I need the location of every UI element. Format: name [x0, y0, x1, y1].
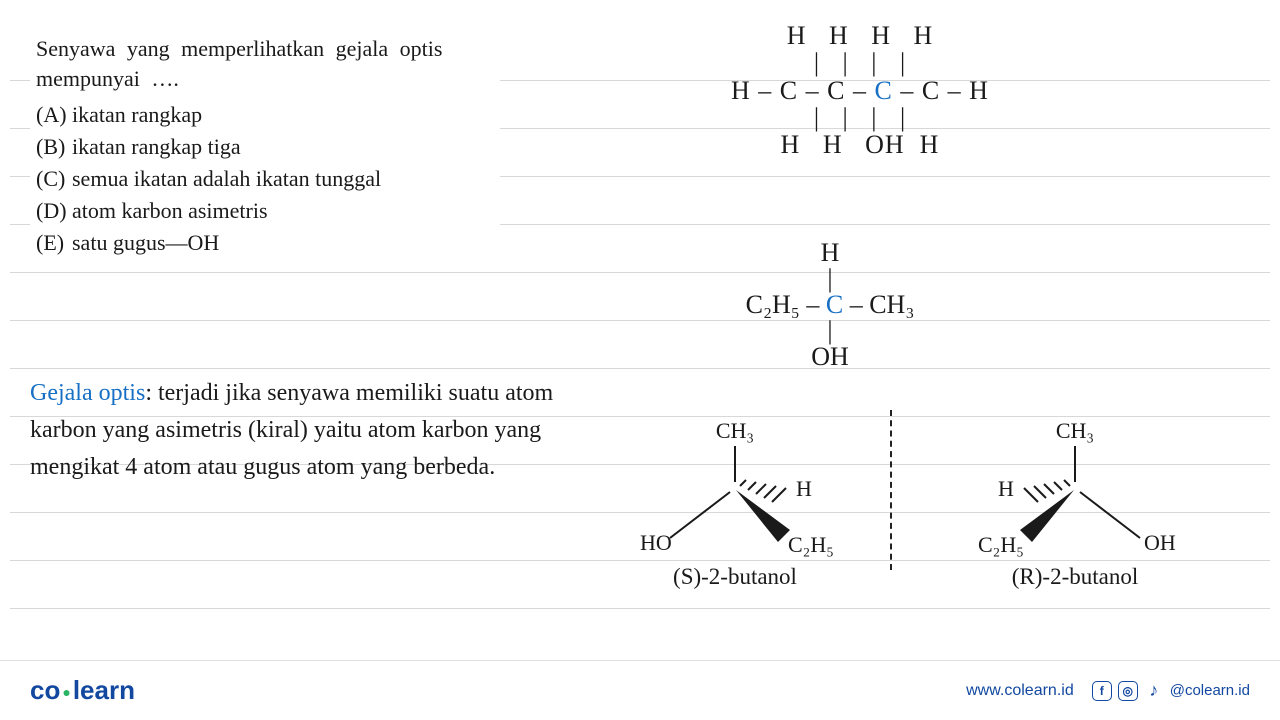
facebook-icon: f — [1092, 681, 1112, 701]
question-block: Senyawa yang memperlihatkan gejala optis… — [30, 30, 500, 263]
s-right-label: C₂H₅ — [788, 532, 834, 557]
question-prompt: Senyawa yang memperlihatkan gejala optis… — [36, 34, 494, 93]
structure-condensed: H | C₂H₅ – C – CH₃ | OH — [640, 240, 1020, 370]
option-letter: (D) — [36, 195, 72, 227]
footer-right: www.colearn.id f ◎ ♪ @colearn.id — [966, 681, 1250, 701]
option-text: ikatan rangkap tiga — [72, 131, 241, 163]
r-back-label: H — [998, 476, 1014, 501]
isomer-r-name: (R)-2-butanol — [930, 564, 1220, 590]
option-a: (A) ikatan rangkap — [36, 99, 494, 131]
logo-dot-icon: ● — [60, 684, 72, 700]
s-top-label: CH₃ — [716, 418, 754, 443]
enantiomer-pair: CH₃ H HO C₂H₅ (S)-2-butanol — [590, 410, 1230, 620]
brand-logo: co●learn — [30, 675, 135, 706]
tiktok-icon: ♪ — [1144, 681, 1164, 701]
mirror-line — [890, 410, 892, 570]
footer-url: www.colearn.id — [966, 682, 1074, 700]
struct2-b1: | — [640, 266, 1020, 292]
social-handle: @colearn.id — [1170, 682, 1250, 699]
isomer-s: CH₃ H HO C₂H₅ (S)-2-butanol — [590, 410, 880, 590]
option-e: (E) satu gugus—OH — [36, 227, 494, 259]
social-links: f ◎ ♪ @colearn.id — [1092, 681, 1250, 701]
struct2-b2: | — [640, 318, 1020, 344]
option-b: (B) ikatan rangkap tiga — [36, 131, 494, 163]
struct2-top: H — [640, 240, 1020, 266]
r-left-label: C₂H₅ — [978, 532, 1024, 557]
option-letter: (A) — [36, 99, 72, 131]
isomer-r-diagram: CH₃ H C₂H₅ OH — [930, 410, 1220, 560]
option-c: (C) semua ikatan adalah ikatan tunggal — [36, 163, 494, 195]
footer: co●learn www.colearn.id f ◎ ♪ @colearn.i… — [0, 660, 1280, 720]
option-text: ikatan rangkap — [72, 99, 202, 131]
struct1-bonds: | | | | — [670, 49, 1050, 76]
option-letter: (C) — [36, 163, 72, 195]
instagram-icon: ◎ — [1118, 681, 1138, 701]
struct1-top: H H H H — [670, 22, 1050, 49]
struct2-bottom: OH — [640, 344, 1020, 370]
struct1-bonds2: | | | | — [670, 104, 1050, 131]
explanation-text: Gejala optis: terjadi jika senyawa memil… — [30, 375, 590, 487]
struct1-bottom: H H OH H — [670, 131, 1050, 158]
structure-butanol-expanded: H H H H | | | | H – C – C – C – C – H | … — [670, 22, 1050, 158]
logo-left: co — [30, 675, 60, 705]
logo-right: learn — [73, 675, 135, 705]
option-text: atom karbon asimetris — [72, 195, 268, 227]
option-text: semua ikatan adalah ikatan tunggal — [72, 163, 381, 195]
option-letter: (E) — [36, 227, 72, 259]
isomer-s-diagram: CH₃ H HO C₂H₅ — [590, 410, 880, 560]
isomer-s-name: (S)-2-butanol — [590, 564, 880, 590]
option-text: satu gugus—OH — [72, 227, 219, 259]
struct1-chain: H – C – C – C – C – H — [670, 77, 1050, 104]
isomer-r: CH₃ H C₂H₅ OH (R)-2-butanol — [930, 410, 1220, 590]
s-left-label: HO — [640, 530, 672, 555]
option-d: (D) atom karbon asimetris — [36, 195, 494, 227]
option-letter: (B) — [36, 131, 72, 163]
s-back-label: H — [796, 476, 812, 501]
struct2-chain: C₂H₅ – C – CH₃ — [640, 292, 1020, 318]
options-list: (A) ikatan rangkap (B) ikatan rangkap ti… — [36, 99, 494, 258]
explanation-lead: Gejala optis — [30, 380, 145, 406]
r-right-label: OH — [1144, 530, 1176, 555]
r-top-label: CH₃ — [1056, 418, 1094, 443]
